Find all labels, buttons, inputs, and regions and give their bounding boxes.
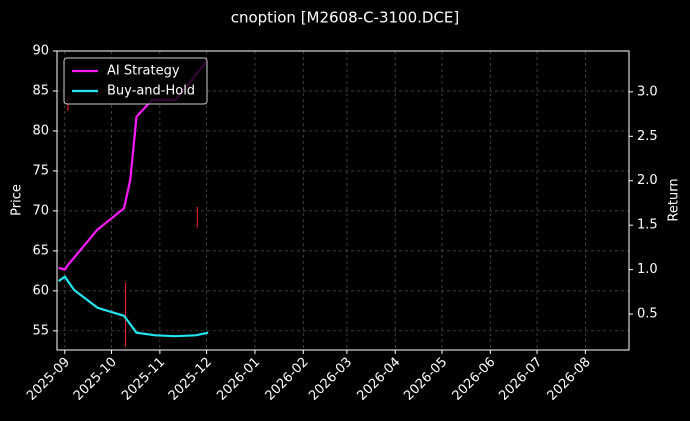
y-tick-label: 60 [32, 283, 49, 298]
x-tick-label: 2025-12 [166, 355, 215, 404]
x-tick-label: 2026-06 [450, 355, 499, 404]
y-tick-label: 75 [32, 163, 49, 178]
x-tick-label: 2026-08 [545, 355, 594, 404]
line-series [57, 275, 209, 338]
chart-title: cnoption [M2608-C-3100.DCE] [231, 9, 460, 27]
plot-frame [56, 50, 630, 351]
legend-label: AI Strategy [107, 64, 180, 79]
x-tick-label: 2025-10 [71, 355, 120, 404]
y-tick-label: 85 [32, 83, 49, 98]
x-tick-label: 2026-01 [214, 355, 263, 404]
y2-tick-label: 1.5 [637, 218, 658, 233]
y2-tick-label: 1.0 [637, 262, 658, 277]
y2-tick-label: 2.0 [637, 173, 658, 188]
y-tick-label: 80 [32, 123, 49, 138]
y2-tick-label: 2.5 [637, 129, 658, 144]
x-tick-label: 2026-03 [306, 355, 355, 404]
x-tick-label: 2026-04 [354, 355, 403, 404]
x-tick-label: 2026-05 [401, 355, 450, 404]
y-tick-label: 65 [32, 243, 49, 258]
x-tick-label: 2025-11 [119, 355, 168, 404]
y2-axis-label: Return [667, 178, 682, 221]
y-axis-label: Price [10, 184, 25, 216]
legend-box [63, 57, 208, 105]
y-tick-label: 90 [32, 44, 49, 59]
legend-label: Buy-and-Hold [107, 84, 195, 99]
y-tick-label: 55 [32, 323, 49, 338]
x-tick-label: 2026-07 [496, 355, 545, 404]
x-tick-label: 2025-09 [24, 355, 73, 404]
x-tick-label: 2026-02 [263, 355, 312, 404]
y2-tick-label: 0.5 [637, 307, 658, 322]
y-tick-label: 70 [32, 203, 49, 218]
y2-tick-label: 3.0 [637, 84, 658, 99]
